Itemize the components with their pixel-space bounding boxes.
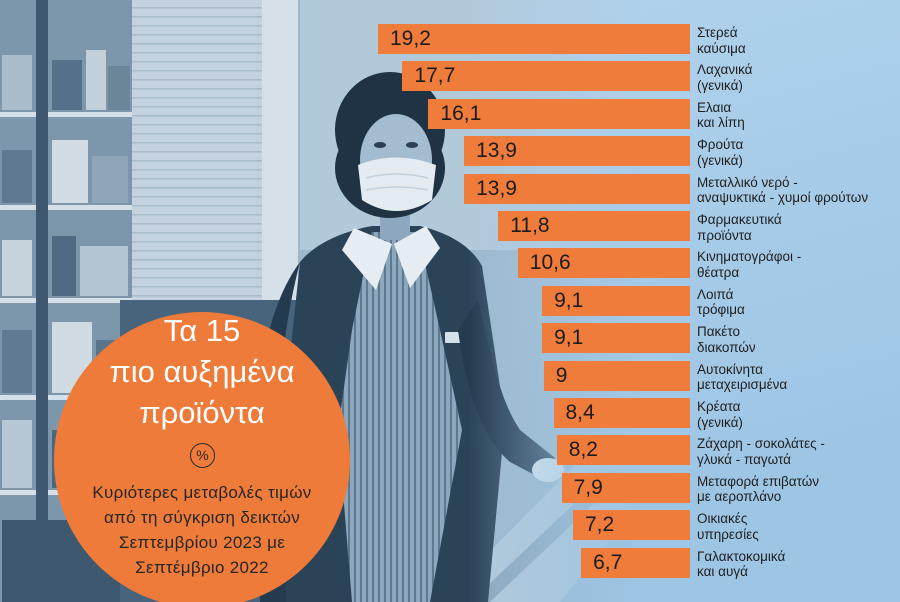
bar: 8,2 — [556, 435, 691, 466]
face-mask — [358, 157, 436, 211]
bar-category-label: Μεταφορά επιβατών με αεροπλάνο — [697, 473, 820, 505]
bar-row: 9 Αυτοκίνητα μεταχειρισμένα — [0, 360, 900, 393]
bar: 17,7 — [402, 61, 690, 92]
bar-category-label: Οικιακές υπηρεσίες — [697, 511, 759, 542]
bar-value-label: 9,1 — [554, 288, 584, 312]
bar-value-label: 6,7 — [593, 550, 623, 574]
bar-value-label: 10,6 — [529, 251, 571, 275]
bar-row: 6,7 Γαλακτοκομικά και αυγά — [0, 547, 900, 580]
bar-row: 13,9 Μεταλλικό νερό - αναψυκτικά - χυμοί … — [0, 173, 900, 206]
bar: 8,4 — [553, 398, 690, 428]
bar-category-label: Μεταλλικό νερό - αναψυκτικά - χυμοί φρού… — [697, 174, 869, 206]
bar-row: 19,2 Στερεά καύσιμα — [0, 24, 900, 56]
bar: 13,9 — [464, 136, 690, 167]
window-blinds — [128, 0, 298, 335]
bar-row: 11,8 Φαρμακευτικά προϊόντα — [0, 211, 900, 243]
bar: 9,1 — [542, 323, 690, 354]
bar-value-label: 9 — [555, 363, 568, 387]
bar: 6,7 — [581, 547, 690, 578]
bar-value-label: 7,2 — [585, 513, 615, 537]
store-shelves — [0, 0, 132, 602]
bar: 19,2 — [378, 24, 690, 54]
bar: 7,9 — [561, 472, 690, 503]
bar-value-label: 19,2 — [390, 27, 431, 50]
bar-row: 13,9 Φρούτα (γενικά) — [0, 136, 900, 168]
bar-category-label: Κινηματογράφοι - θέατρα — [697, 249, 802, 280]
chart-title: Τα 15 πιο αυξημένα προϊόντα — [109, 313, 295, 430]
bar-value-label: 13,9 — [476, 139, 517, 163]
bar-value-label: 8,2 — [568, 438, 598, 462]
bar-value-label: 17,7 — [414, 64, 456, 88]
bar-value-label: 16,1 — [440, 101, 482, 125]
bar: 9,1 — [542, 285, 690, 316]
bar-category-label: Ελαια και λίπη — [697, 99, 745, 131]
bar-value-label: 8,4 — [565, 401, 595, 424]
bar-row: 9,1 Λοιπά τρόφιμα — [0, 285, 900, 318]
bar: 13,9 — [464, 173, 690, 204]
bar-row: 7,9 Μεταφορά επιβατών με αεροπλάνο — [0, 472, 900, 505]
bar-row: 9,1 Πακέτο διακοπών — [0, 323, 900, 355]
glove — [532, 458, 564, 482]
bar-value-label: 7,9 — [573, 475, 603, 499]
bar-row: 8,4 Κρέατα (γενικά) — [0, 398, 900, 430]
bar-row: 16,1 Ελαια και λίπη — [0, 98, 900, 131]
bar: 9 — [543, 360, 691, 391]
percent-unit-badge: % — [190, 443, 215, 468]
bar-category-label: Γαλακτοκομικά και αυγά — [697, 548, 786, 580]
bar: 10,6 — [517, 248, 691, 279]
bar-category-label: Φρούτα (γενικά) — [697, 137, 744, 168]
bar-category-label: Πακέτο διακοπών — [697, 324, 756, 355]
bar-row: 8,2 Ζάχαρη - σοκολάτες - γλυκά - παγωτά — [0, 435, 900, 467]
bar-row: 7,2 Οικιακές υπηρεσίες — [0, 510, 900, 542]
bar-category-label: Φαρμακευτικά προϊόντα — [697, 212, 782, 243]
bar-value-label: 11,8 — [510, 214, 550, 237]
bar-value-label: 13,9 — [476, 176, 517, 200]
bar-category-label: Κρέατα (γενικά) — [697, 399, 743, 430]
bar-category-label: Ζάχαρη - σοκολάτες - γλυκά - παγωτά — [697, 436, 825, 467]
bar-category-label: Λαχανικά (γενικά) — [697, 62, 753, 93]
bar: 7,2 — [573, 510, 690, 541]
bar-row: 17,7 Λαχανικά (γενικά) — [0, 61, 900, 93]
bar-category-label: Στερεά καύσιμα — [697, 25, 746, 56]
bar-category-label: Αυτοκίνητα μεταχειρισμένα — [697, 361, 788, 393]
bar: 11,8 — [498, 211, 691, 241]
bar-category-label: Λοιπά τρόφιμα — [697, 286, 745, 318]
bar-value-label: 9,1 — [554, 326, 584, 350]
chart-subtitle: Κυριότερες μεταβολές τιμών από τη σύγκρι… — [92, 483, 312, 577]
bar: 16,1 — [428, 98, 690, 129]
bar-row: 10,6 Κινηματογράφοι - θέατρα — [0, 248, 900, 280]
